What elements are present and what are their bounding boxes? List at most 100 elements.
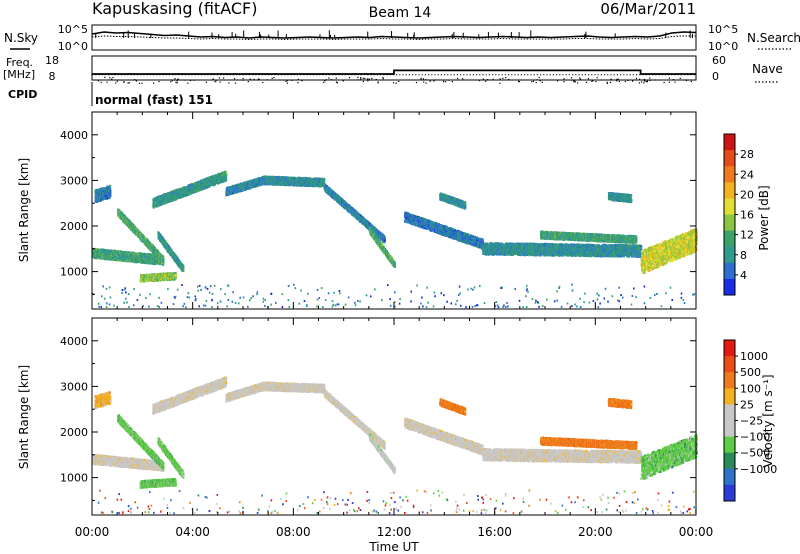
- nave-dot: [518, 81, 519, 82]
- nave-dot: [577, 82, 578, 83]
- nave-dot: [607, 83, 608, 84]
- nave-right-tick-bottom: 0: [712, 70, 719, 83]
- nave-dot: [680, 78, 681, 79]
- nave-dot: [616, 79, 617, 80]
- nave-dot: [174, 78, 175, 79]
- nave-dot: [433, 80, 434, 81]
- nave-dot: [611, 79, 612, 80]
- nave-dot: [228, 82, 229, 83]
- noise-panel: N.Sky 10^5 10^0 10^5 10^0 N.Search: [4, 23, 800, 53]
- nave-dot: [324, 80, 325, 81]
- nave-dot: [349, 77, 350, 78]
- nave-label: Nave: [752, 62, 783, 76]
- nave-dot: [357, 77, 358, 78]
- nave-dot: [153, 83, 154, 84]
- nave-dot: [664, 82, 665, 83]
- nave-dot: [194, 80, 195, 81]
- nave-dot: [452, 81, 453, 82]
- freq-left-tick-top: 18: [45, 54, 59, 67]
- nave-dot: [597, 77, 598, 78]
- nave-dot: [537, 79, 538, 80]
- nave-dot: [586, 82, 587, 83]
- nave-dot: [360, 78, 361, 79]
- nave-dot: [177, 80, 178, 81]
- nave-dot: [112, 77, 113, 78]
- nave-dot: [343, 80, 344, 81]
- nave-dot: [573, 81, 574, 82]
- nave-dot: [627, 80, 628, 81]
- nave-dot: [571, 77, 572, 78]
- nave-dot: [364, 78, 365, 79]
- nave-dot: [531, 81, 532, 82]
- nave-dot: [328, 78, 329, 79]
- noise-search-label: N.Search: [747, 31, 800, 45]
- nave-dot: [243, 80, 244, 81]
- noise-traces: [92, 30, 696, 39]
- nave-dot: [639, 82, 640, 83]
- nave-right-tick-top: 60: [712, 54, 726, 67]
- power-echoes: [92, 171, 698, 309]
- nave-dot: [479, 80, 480, 81]
- nave-dot: [396, 83, 397, 84]
- nave-dot: [643, 82, 644, 83]
- nave-dot: [219, 82, 220, 83]
- nave-dot: [104, 77, 105, 78]
- noise-left-tick-bottom: 10^0: [58, 40, 88, 53]
- nave-dot: [285, 81, 286, 82]
- nave-dot: [122, 80, 123, 81]
- nave-dot: [641, 81, 642, 82]
- nave-dot: [595, 81, 596, 82]
- nave-dot: [262, 82, 263, 83]
- nave-dot: [187, 83, 188, 84]
- frequency-panel: Freq. [MHz] 18 8 60 0 Nave: [3, 54, 783, 84]
- nave-dot: [655, 79, 656, 80]
- nave-dot: [175, 82, 176, 83]
- nave-dot: [508, 79, 509, 80]
- nave-dot: [416, 82, 417, 83]
- rti-plot: Kapuskasing (fitACF) Beam 14 06/Mar/2011…: [0, 0, 800, 554]
- nave-dot: [448, 80, 449, 81]
- noise-right-tick-top: 10^5: [708, 23, 738, 36]
- nave-dot: [636, 78, 637, 79]
- freq-traces: [92, 70, 696, 84]
- nave-dot: [563, 81, 564, 82]
- nave-dot: [423, 81, 424, 82]
- nave-dot: [291, 80, 292, 81]
- noise-sky-line: [92, 32, 696, 38]
- nave-dot: [426, 79, 427, 80]
- nave-dot: [445, 81, 446, 82]
- nave-dot: [107, 82, 108, 83]
- nave-dot: [625, 81, 626, 82]
- nave-dot: [646, 81, 647, 82]
- nave-dot: [591, 81, 592, 82]
- nave-dot: [360, 77, 361, 78]
- nave-dot: [223, 78, 224, 79]
- nave-dot: [177, 82, 178, 83]
- nave-dot: [500, 78, 501, 79]
- nave-dot: [647, 81, 648, 82]
- nave-dot: [430, 81, 431, 82]
- nave-dot: [259, 79, 260, 80]
- nave-dot: [483, 79, 484, 80]
- nave-dot: [297, 82, 298, 83]
- nave-dot: [363, 81, 364, 82]
- nave-dot: [462, 78, 463, 79]
- nave-dot: [649, 78, 650, 79]
- nave-dot: [505, 77, 506, 78]
- date-title: 06/Mar/2011: [600, 0, 696, 18]
- nave-dot: [337, 82, 338, 83]
- nave-dot: [248, 81, 249, 82]
- freq-left-tick-bottom: 8: [49, 70, 56, 83]
- nave-dot: [421, 78, 422, 79]
- nave-dot: [502, 78, 503, 79]
- nave-dot: [691, 81, 692, 82]
- nave-dot: [213, 78, 214, 79]
- nave-dot: [493, 79, 494, 80]
- nave-dot: [616, 80, 617, 81]
- nave-dot: [639, 79, 640, 80]
- nave-dot: [378, 82, 379, 83]
- nave-dot: [177, 78, 178, 79]
- nave-dot: [457, 78, 458, 79]
- nave-dot: [219, 77, 220, 78]
